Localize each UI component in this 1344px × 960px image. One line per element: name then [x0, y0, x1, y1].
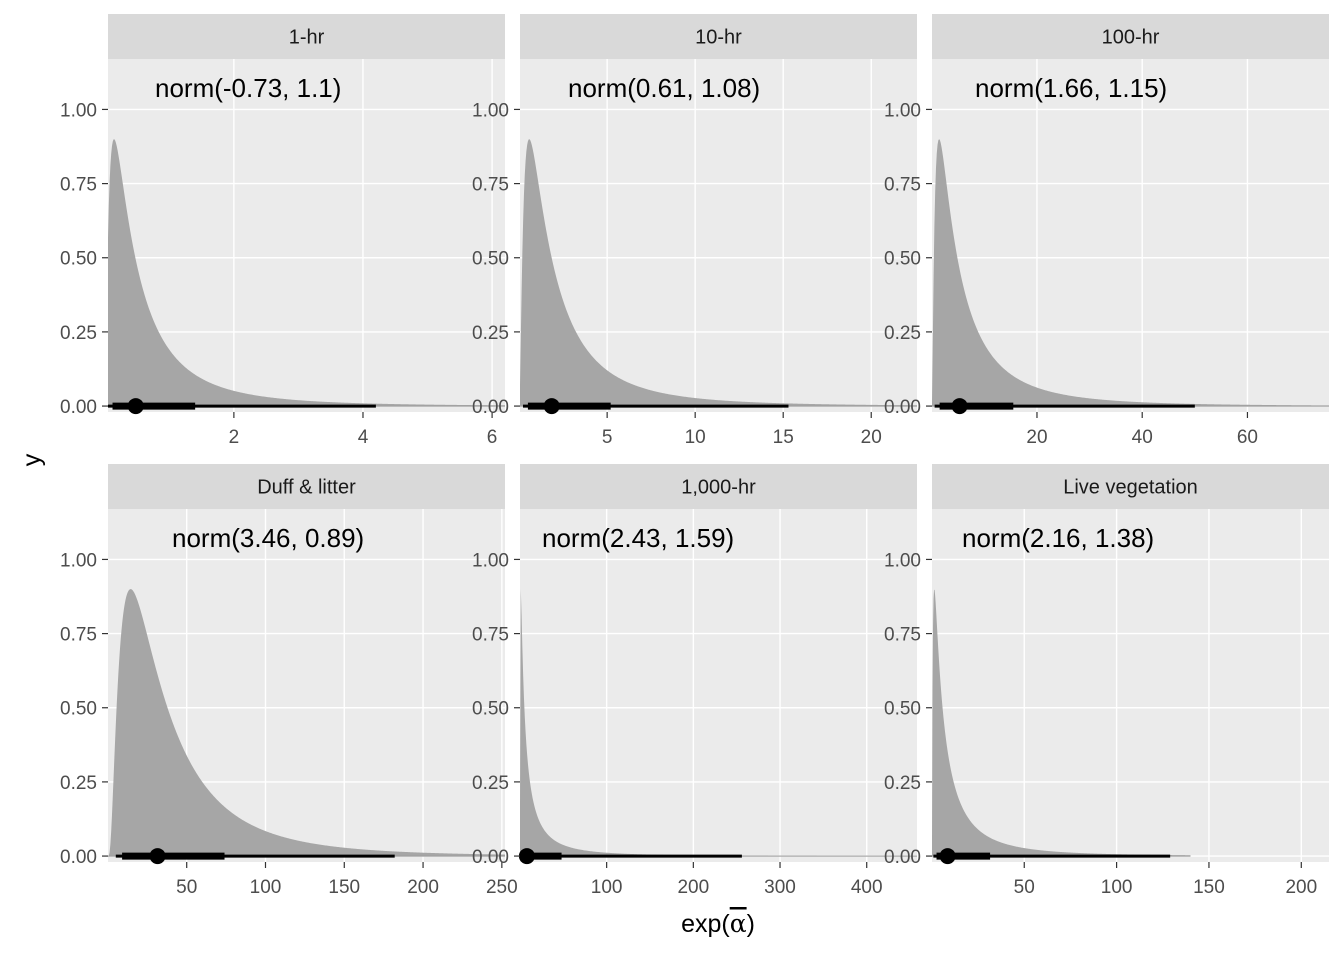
facet-strip-label: Duff & litter: [257, 477, 356, 499]
facet-strip-label: Live vegetation: [1063, 477, 1198, 499]
median-point: [543, 398, 560, 415]
y-tick-label: 0.50: [884, 249, 921, 270]
x-tick-label: 200: [407, 877, 439, 898]
facet-strip: [520, 14, 917, 59]
x-tick-label: 4: [358, 427, 369, 448]
panel-annotation: norm(0.61, 1.08): [568, 73, 760, 103]
median-point: [951, 398, 968, 415]
median-point: [127, 398, 144, 415]
x-tick-label: 50: [176, 877, 197, 898]
facet-panel: Live vegetation norm(2.16, 1.38) 0.00 0.25 0…: [884, 464, 1329, 898]
y-tick-label: 0.00: [884, 397, 921, 418]
y-tick-label: 0.50: [60, 249, 97, 270]
y-tick-label: 0.25: [60, 323, 97, 344]
x-tick-label: 40: [1132, 427, 1153, 448]
y-tick-label: 0.50: [472, 699, 509, 720]
y-axis-title: y: [18, 453, 46, 466]
x-tick-label: 200: [677, 877, 709, 898]
facet-panels: 1-hr norm(-0.73, 1.1) 0.00 0.25 0.50 0.75 1.00…: [60, 14, 1329, 898]
y-tick-label: 0.50: [884, 699, 921, 720]
y-tick-label: 1.00: [60, 550, 97, 571]
y-tick-label: 0.25: [472, 773, 509, 794]
y-tick-label: 0.50: [472, 249, 509, 270]
facet-strip-label: 100-hr: [1102, 27, 1160, 49]
facet-strip: [108, 464, 505, 509]
facet-strip: [108, 14, 505, 59]
x-axis-title-prefix: exp(: [681, 910, 730, 938]
panel-background: [520, 509, 917, 862]
y-tick-label: 1.00: [884, 100, 921, 121]
panel-annotation: norm(3.46, 0.89): [172, 523, 364, 553]
x-tick-label: 150: [328, 877, 360, 898]
y-tick-label: 0.50: [60, 699, 97, 720]
panel-background: [932, 509, 1329, 862]
x-tick-label: 250: [486, 877, 518, 898]
median-point: [939, 848, 956, 865]
x-tick-label: 300: [764, 877, 796, 898]
y-tick-label: 0.00: [472, 847, 509, 868]
y-tick-label: 0.25: [60, 773, 97, 794]
y-tick-label: 0.75: [472, 625, 509, 646]
x-tick-label: 20: [861, 427, 882, 448]
density-area: [932, 139, 1329, 407]
density-area: [520, 139, 917, 407]
facet-strip-label: 1,000-hr: [681, 477, 756, 499]
x-axis-title-symbol: α: [730, 909, 747, 938]
y-tick-label: 0.75: [472, 175, 509, 196]
y-tick-label: 0.00: [884, 847, 921, 868]
facet-panel: 10-hr norm(0.61, 1.08) 0.00 0.25 0.50 0.75 1.0…: [472, 14, 917, 448]
x-tick-label: 6: [487, 427, 498, 448]
facet-panel: Duff & litter norm(3.46, 0.89) 0.00 0.25 0.5…: [60, 464, 518, 898]
x-tick-label: 150: [1193, 877, 1225, 898]
y-tick-label: 0.75: [60, 175, 97, 196]
density-area: [108, 139, 505, 407]
x-tick-label: 200: [1285, 877, 1317, 898]
x-tick-label: 10: [685, 427, 706, 448]
x-tick-label: 15: [773, 427, 794, 448]
y-tick-label: 1.00: [472, 100, 509, 121]
y-tick-label: 0.25: [472, 323, 509, 344]
facet-panel: 1-hr norm(-0.73, 1.1) 0.00 0.25 0.50 0.75 1.00…: [60, 14, 505, 448]
x-tick-label: 50: [1014, 877, 1035, 898]
y-tick-label: 1.00: [884, 550, 921, 571]
density-area: [108, 589, 505, 857]
x-tick-label: 400: [851, 877, 883, 898]
y-tick-label: 0.00: [60, 847, 97, 868]
density-area: [932, 589, 1191, 857]
median-point: [149, 848, 166, 865]
x-axis-title: exp(α): [681, 909, 755, 938]
panel-annotation: norm(2.16, 1.38): [962, 523, 1154, 553]
x-tick-label: 20: [1026, 427, 1047, 448]
panel-annotation: norm(-0.73, 1.1): [155, 73, 341, 103]
x-tick-label: 100: [591, 877, 623, 898]
panel-annotation: norm(1.66, 1.15): [975, 73, 1167, 103]
y-tick-label: 0.25: [884, 323, 921, 344]
facet-strip-label: 1-hr: [289, 27, 325, 49]
y-tick-label: 0.25: [884, 773, 921, 794]
y-tick-label: 0.00: [60, 397, 97, 418]
x-tick-label: 60: [1237, 427, 1258, 448]
x-tick-label: 100: [250, 877, 282, 898]
facet-panel: 1,000-hr norm(2.43, 1.59) 0.00 0.25 0.50 0.75…: [472, 464, 917, 898]
facet-strip: [520, 464, 917, 509]
facet-strip: [932, 464, 1329, 509]
y-tick-label: 0.75: [884, 625, 921, 646]
facet-strip-label: 10-hr: [695, 27, 742, 49]
facet-panel: 100-hr norm(1.66, 1.15) 0.00 0.25 0.50 0.75 1.…: [884, 14, 1329, 448]
y-tick-label: 0.75: [884, 175, 921, 196]
x-tick-label: 2: [229, 427, 240, 448]
y-tick-label: 0.00: [472, 397, 509, 418]
panel-background: [932, 59, 1329, 412]
y-tick-label: 1.00: [60, 100, 97, 121]
x-tick-label: 100: [1101, 877, 1133, 898]
y-tick-label: 0.75: [60, 625, 97, 646]
panel-background: [108, 59, 505, 412]
median-point: [518, 848, 535, 865]
x-axis-title-suffix: ): [747, 910, 755, 938]
x-tick-label: 5: [602, 427, 613, 448]
y-tick-label: 1.00: [472, 550, 509, 571]
facet-strip: [932, 14, 1329, 59]
panel-annotation: norm(2.43, 1.59): [542, 523, 734, 553]
